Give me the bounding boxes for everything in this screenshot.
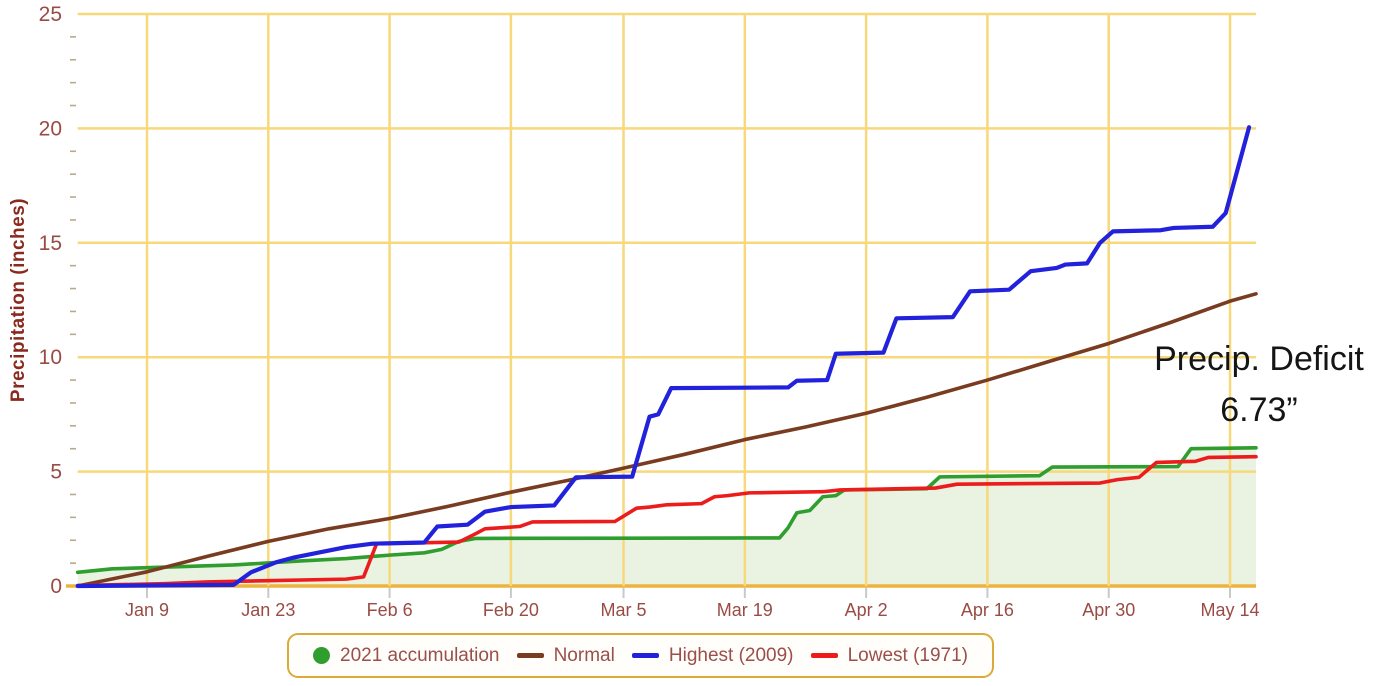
x-tick-label: Jan 23 [241, 600, 295, 620]
series-line-marker-icon [810, 653, 838, 658]
x-tick-label: Mar 5 [601, 600, 647, 620]
x-tick-label: Feb 6 [367, 600, 413, 620]
legend-label: 2021 accumulation [340, 644, 500, 666]
series-line-marker-icon [631, 653, 659, 658]
x-tick-label: Jan 9 [125, 600, 169, 620]
legend-label: Lowest (1971) [847, 644, 968, 666]
precip-deficit-annotation: Precip. Deficit 6.73” [1128, 334, 1390, 436]
series-line-normal [75, 292, 1258, 588]
y-tick-label: 10 [39, 346, 62, 369]
x-tick-label: Feb 20 [483, 600, 539, 620]
y-tick-label: 0 [50, 575, 62, 598]
x-tick-label: Apr 2 [845, 600, 888, 620]
y-tick-label: 25 [39, 3, 62, 26]
legend-item-highest-2009-: Highest (2009) [631, 644, 794, 667]
legend-item-2021-accumulation: 2021 accumulation [313, 645, 500, 667]
x-tick-label: Mar 19 [717, 600, 773, 620]
legend-label: Normal [553, 644, 615, 666]
chart-canvas: Jan 9 Jan 23 Feb 6 Feb 20 Mar 5 Mar 19 Apr 2 Ap… [8, 3, 1260, 620]
legend-label: Highest (2009) [668, 644, 794, 666]
series-line-highest-2009- [75, 125, 1252, 589]
annotation-line-2: 6.73” [1220, 391, 1298, 429]
x-tick-label: May 14 [1200, 600, 1259, 620]
annotation-line-1: Precip. Deficit [1154, 340, 1364, 378]
x-tick-label: Apr 16 [961, 600, 1014, 620]
y-tick-label: 20 [39, 117, 62, 140]
y-tick-label: 5 [50, 461, 62, 484]
y-axis-title: Precipitation (inches) [8, 198, 29, 402]
legend-item-normal: Normal [516, 644, 615, 667]
legend-item-lowest-1971-: Lowest (1971) [810, 644, 968, 667]
y-tick-label: 15 [39, 232, 62, 255]
series-circle-marker-icon [313, 647, 330, 664]
series-line-marker-icon [516, 653, 544, 658]
x-tick-label: Apr 30 [1082, 600, 1135, 620]
series-line-2021-accumulation [75, 446, 1258, 575]
chart-legend: 2021 accumulation Normal Highest (2009) Low… [287, 633, 994, 678]
